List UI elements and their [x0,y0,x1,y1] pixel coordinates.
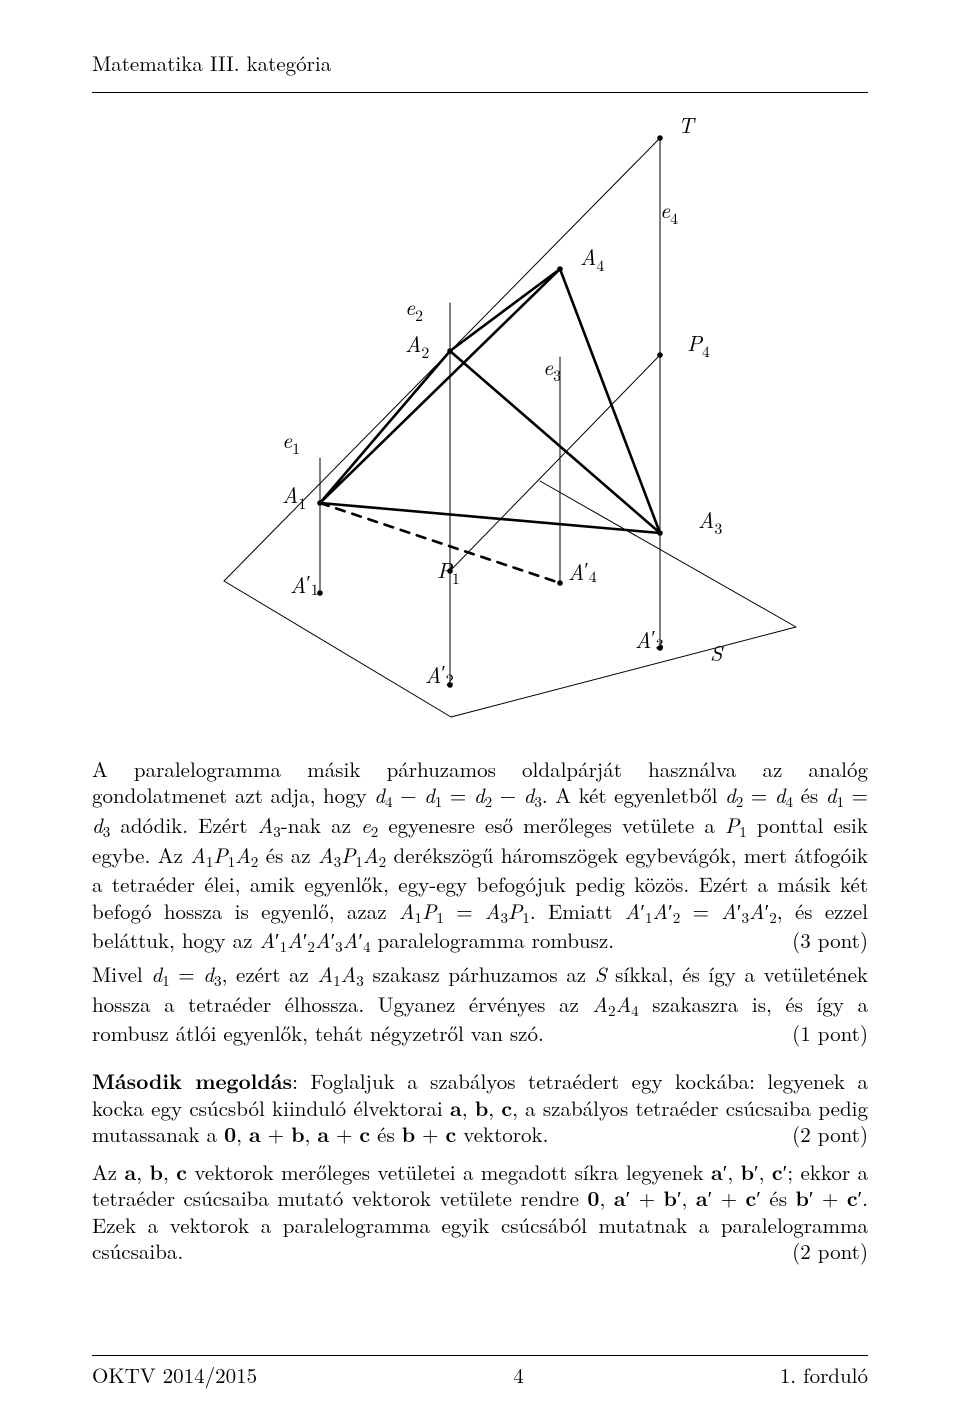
points-badge: (1 pont) [792,1020,868,1046]
tetrahedron-diagram: Te4 A4 e2 P4 A2 e3 e1 A1 A3 P1 A′4 A′1 A′3 S A′2 [160,103,800,743]
svg-text:A′1: A′1 [290,567,319,600]
points-badge: (2 pont) [792,1238,868,1264]
page-footer: OKTV 2014/2015 4 1. forduló [92,1355,868,1390]
svg-text:T: T [678,109,696,140]
svg-text:e4: e4 [660,194,678,229]
paragraph-4: Az a, b, c vektorok merőleges vetületei … [92,1159,868,1264]
footer-rule [92,1355,868,1356]
svg-text:A′2: A′2 [425,657,454,690]
paragraph-1: A paralelogramma másik párhuzamos oldalp… [92,756,868,957]
svg-text:A4: A4 [580,241,604,276]
points-badge: (2 pont) [792,1121,868,1147]
svg-text:A2: A2 [405,328,429,363]
figure-container: Te4 A4 e2 P4 A2 e3 e1 A1 A3 P1 A′4 A′1 A′3 S A′2 [92,103,868,748]
footer-right: 1. forduló [780,1360,868,1390]
svg-text:e3: e3 [543,351,561,386]
svg-text:S: S [710,637,724,668]
paragraph-2: Mivel d1 = d3, ezért az A1A3 szakasz pár… [92,961,868,1047]
svg-text:e1: e1 [282,424,300,459]
svg-text:A′3: A′3 [635,622,664,655]
svg-text:P4: P4 [687,327,710,362]
svg-text:A3: A3 [698,504,722,539]
svg-text:e2: e2 [405,291,423,326]
body-text: A paralelogramma másik párhuzamos oldalp… [92,756,868,1268]
svg-text:P1: P1 [437,554,460,589]
footer-center: 4 [513,1360,524,1390]
paragraph-3: Második megoldás: Foglaljuk a szabályos … [92,1068,868,1147]
svg-text:A1: A1 [282,479,306,514]
svg-text:A′4: A′4 [568,554,597,587]
points-badge: (3 pont) [792,927,868,953]
header-rule [92,92,868,93]
footer-left: OKTV 2014/2015 [92,1360,257,1390]
page-header: Matematika III. kategória [92,48,868,78]
